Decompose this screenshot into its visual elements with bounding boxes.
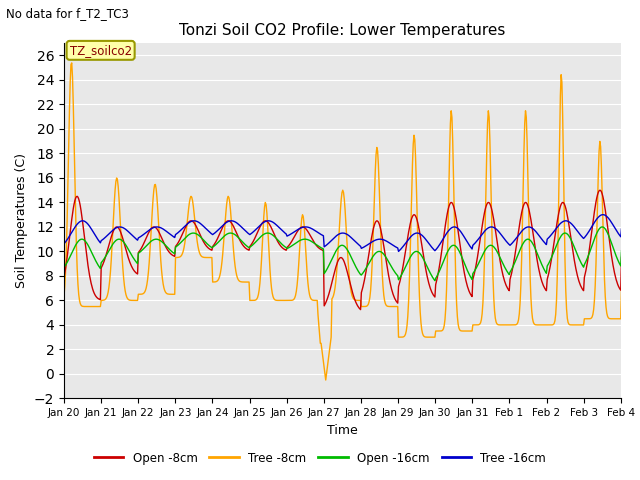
Open -8cm (239, 242, 246, 248)
Tree -8cm (60, 293, 68, 299)
Tree -8cm (424, 334, 432, 340)
Tree -8cm (322, 377, 330, 383)
Line: Open -16cm: Open -16cm (64, 227, 640, 281)
Open -16cm (431, 278, 439, 284)
Text: TZ_soilco2: TZ_soilco2 (70, 44, 132, 57)
Tree -16cm (60, 241, 68, 247)
Tree -8cm (131, 298, 138, 303)
Line: Tree -8cm: Tree -8cm (64, 63, 640, 380)
Tree -16cm (239, 226, 246, 231)
Open -8cm (633, 187, 640, 193)
Legend: Open -8cm, Tree -8cm, Open -16cm, Tree -16cm: Open -8cm, Tree -8cm, Open -16cm, Tree -… (89, 447, 551, 469)
Open -16cm (239, 240, 246, 245)
Open -16cm (422, 262, 430, 268)
Tree -16cm (599, 212, 607, 217)
Tree -16cm (291, 228, 299, 234)
Text: No data for f_T2_TC3: No data for f_T2_TC3 (6, 7, 129, 20)
Y-axis label: Soil Temperatures (C): Soil Temperatures (C) (15, 153, 28, 288)
Tree -8cm (240, 279, 248, 285)
Open -16cm (268, 232, 276, 238)
Tree -16cm (130, 234, 138, 240)
Open -8cm (130, 267, 138, 273)
Tree -16cm (268, 219, 276, 225)
Tree -16cm (456, 228, 464, 234)
Tree -8cm (292, 292, 300, 298)
Open -8cm (423, 274, 431, 279)
Open -8cm (268, 227, 276, 233)
Tree -8cm (458, 328, 465, 334)
Open -8cm (356, 307, 364, 312)
Open -16cm (291, 241, 299, 247)
Open -16cm (636, 224, 640, 230)
Open -8cm (60, 275, 68, 281)
Tree -16cm (395, 249, 403, 254)
Line: Tree -16cm: Tree -16cm (64, 215, 640, 252)
X-axis label: Time: Time (327, 424, 358, 437)
Open -8cm (456, 245, 464, 251)
Tree -8cm (68, 60, 76, 66)
Open -16cm (130, 255, 138, 261)
Open -16cm (60, 264, 68, 270)
Open -16cm (456, 251, 464, 257)
Line: Open -8cm: Open -8cm (64, 190, 640, 310)
Tree -16cm (423, 239, 431, 244)
Title: Tonzi Soil CO2 Profile: Lower Temperatures: Tonzi Soil CO2 Profile: Lower Temperatur… (179, 23, 506, 38)
Tree -8cm (269, 294, 277, 300)
Open -8cm (291, 233, 299, 239)
